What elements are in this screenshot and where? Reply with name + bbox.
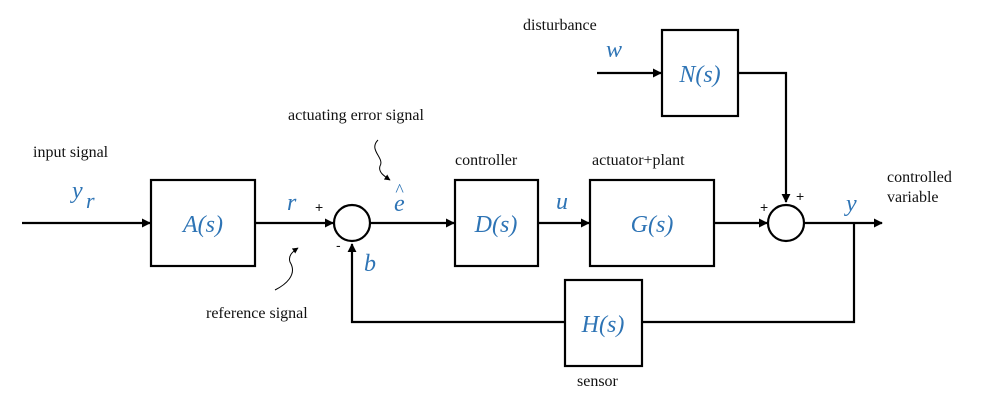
block-d-label: D(s) [474,212,518,238]
var-r: r [287,190,297,216]
controlled-variable-label-line1: controlled [887,169,952,186]
block-a-label: A(s) [181,212,223,238]
block-n [660,28,740,118]
disturbance-label: disturbance [523,17,597,34]
sum1-plus-sign: + [315,199,323,215]
sum2-plus-top-sign: + [796,188,804,204]
var-w: w [606,37,622,63]
block-h-label: H(s) [581,312,625,338]
block-g [588,178,716,268]
var-y: y [70,178,83,204]
summing-junction-error [332,203,372,243]
var-r-subscript: r [86,188,95,213]
actuating-error-signal-label: actuating error signal [288,107,425,124]
block-h [563,278,644,368]
error-signal-pointer [374,139,391,181]
summing-junction-output [766,203,806,243]
var-e-hat-accent: ^ [395,180,404,200]
input-signal-label: input signal [33,144,109,161]
sum1-minus-sign: - [336,237,341,253]
sensor-label: sensor [577,373,619,390]
controller-label: controller [455,152,518,169]
disturbance-path [738,71,791,203]
var-u: u [556,189,568,215]
controlled-variable-label-line2: variable [887,189,939,206]
actuator-plant-label: actuator+plant [592,152,685,169]
var-y-output: y [844,191,857,217]
var-b: b [364,251,376,277]
feedback-path-left [347,243,564,324]
block-a [149,178,257,268]
var-e: e [394,191,405,217]
reference-signal-label: reference signal [206,305,308,322]
feedback-path-right [643,223,856,324]
block-d [453,178,540,268]
reference-signal-pointer [274,247,299,291]
sum2-plus-left-sign: + [760,199,768,215]
block-n-label: N(s) [678,62,720,88]
block-g-label: G(s) [631,212,674,238]
